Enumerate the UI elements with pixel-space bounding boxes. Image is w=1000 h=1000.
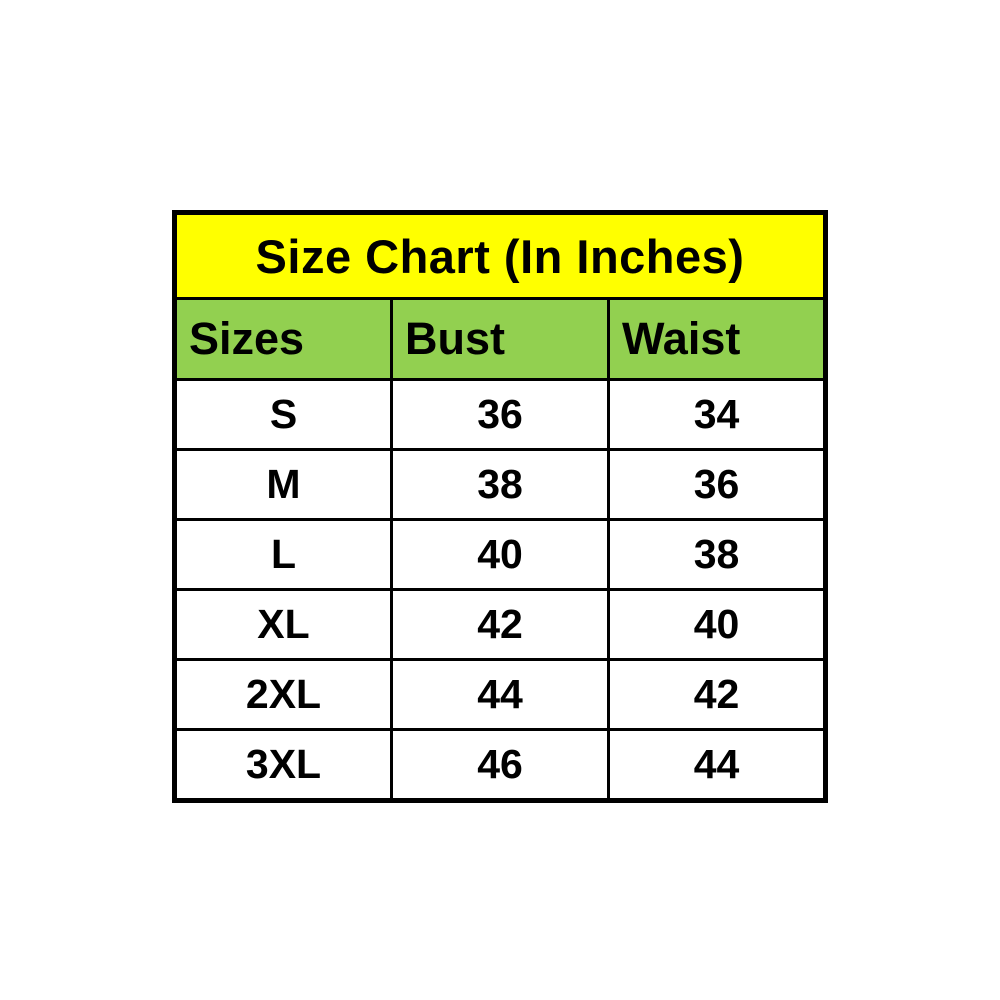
table-row: 2XL 44 42 <box>173 658 827 731</box>
bust-cell: 46 <box>390 728 610 802</box>
size-cell: M <box>173 448 393 521</box>
size-cell: 3XL <box>173 728 393 802</box>
bust-cell: 38 <box>390 448 610 521</box>
bust-cell: 42 <box>390 588 610 661</box>
column-header-sizes: Sizes <box>173 297 393 381</box>
bust-cell: 36 <box>390 378 610 451</box>
waist-cell: 36 <box>607 448 827 521</box>
column-header-waist: Waist <box>607 297 827 381</box>
table-row: M 38 36 <box>173 448 827 521</box>
table-row: L 40 38 <box>173 518 827 591</box>
bust-cell: 40 <box>390 518 610 591</box>
table-title: Size Chart (In Inches) <box>173 211 827 300</box>
size-cell: S <box>173 378 393 451</box>
table-row: 3XL 46 44 <box>173 728 827 802</box>
title-row: Size Chart (In Inches) <box>173 211 827 300</box>
table-body: S 36 34 M 38 36 L 40 38 XL 42 40 2XL 44 42 3XL 46 44 <box>173 378 827 802</box>
table-row: XL 42 40 <box>173 588 827 661</box>
waist-cell: 40 <box>607 588 827 661</box>
size-cell: L <box>173 518 393 591</box>
bust-cell: 44 <box>390 658 610 731</box>
waist-cell: 34 <box>607 378 827 451</box>
waist-cell: 38 <box>607 518 827 591</box>
column-header-bust: Bust <box>390 297 610 381</box>
table-header-row: Sizes Bust Waist <box>173 297 827 381</box>
waist-cell: 42 <box>607 658 827 731</box>
size-cell: 2XL <box>173 658 393 731</box>
waist-cell: 44 <box>607 728 827 802</box>
table-row: S 36 34 <box>173 378 827 451</box>
size-cell: XL <box>173 588 393 661</box>
table-head: Size Chart (In Inches) Sizes Bust Waist <box>173 211 827 381</box>
